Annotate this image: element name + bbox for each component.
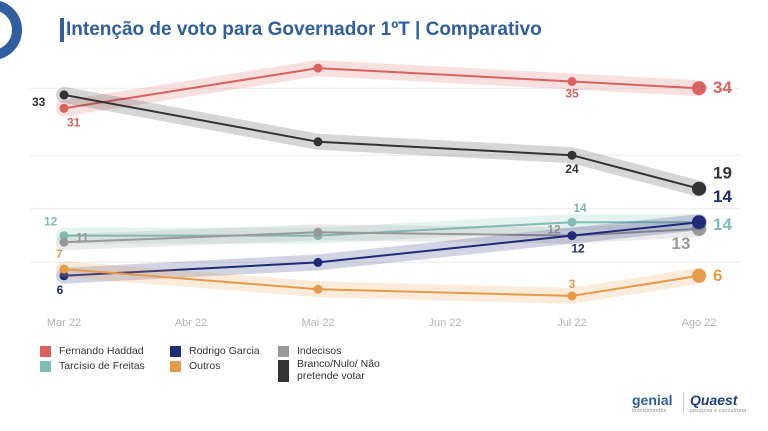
data-point: [313, 137, 323, 147]
series-line: [63, 227, 700, 244]
data-label: 35: [565, 87, 579, 101]
legend-item-indecisos: Indecisos: [278, 345, 341, 357]
legend-item-outros: Outros: [170, 360, 221, 372]
series-line: [64, 221, 699, 237]
genial-logo-subtext: investimentos: [632, 408, 667, 414]
data-label: 13: [672, 234, 691, 253]
data-point: [59, 231, 69, 241]
genial-logo-text: genial: [632, 392, 673, 408]
legend-label: Fernando Haddad: [59, 345, 144, 357]
data-label: 11: [76, 230, 89, 244]
legend-label: Rodrigo Garcia: [189, 345, 260, 357]
data-label: 24: [565, 162, 579, 176]
data-label: 6: [57, 283, 64, 297]
legend-swatch: [170, 361, 181, 372]
legend-label: Tarcísio de Freitas: [59, 360, 145, 372]
legend-label: Branco/Nulo/ Não pretende votar: [297, 358, 380, 382]
x-tick-label: Ago 22: [682, 317, 717, 329]
data-label: 3: [569, 277, 576, 291]
legend-swatch: [170, 346, 181, 357]
data-point: [567, 291, 577, 301]
legend-swatch: [278, 360, 289, 382]
data-label: 31: [67, 115, 81, 129]
data-label: 14: [573, 201, 587, 215]
legend-label: Indecisos: [297, 345, 342, 357]
data-label: 7: [56, 247, 63, 261]
data-label: 19: [713, 164, 732, 183]
x-tick-label: Abr 22: [175, 317, 207, 329]
data-point: [567, 217, 577, 227]
data-point: [59, 264, 69, 274]
legend-label: Outros: [189, 360, 221, 372]
data-point: [313, 227, 323, 237]
data-point: [567, 231, 577, 241]
data-label: 12: [571, 242, 585, 256]
data-label: 14: [713, 187, 732, 206]
line-chart: Mar 22 Abr 22 Mai 22 Jun 22 Jul 22 Ago 22 31 35…: [30, 60, 740, 329]
quaest-logo-text: Quaest: [690, 392, 738, 408]
series-line: [63, 268, 700, 297]
data-point: [59, 271, 69, 281]
series-band: [56, 86, 707, 197]
legend-item-branco: Branco/Nulo/ Não pretende votar: [278, 358, 398, 382]
data-point: [313, 63, 323, 73]
legend-item-haddad: Fernando Haddad: [40, 345, 144, 357]
legend-item-rodrigo: Rodrigo Garcia: [170, 345, 260, 357]
legend-item-tarcisio: Tarcísio de Freitas: [40, 360, 145, 372]
legend-swatch: [40, 361, 51, 372]
data-point: [692, 268, 706, 283]
data-point: [59, 90, 69, 100]
data-label: 34: [713, 78, 732, 97]
x-tick-label: Mar 22: [47, 317, 81, 329]
data-point: [313, 284, 323, 294]
data-label: 6: [713, 266, 722, 285]
data-label: 33: [32, 95, 46, 109]
data-point: [59, 237, 69, 247]
data-point: [567, 150, 577, 160]
data-point: [692, 215, 706, 230]
x-tick-label: Jun 22: [428, 317, 461, 329]
quaest-logo: Quaest pesquisa e consultoria: [690, 392, 746, 414]
legend-swatch: [40, 346, 51, 357]
genial-logo: genial investimentos: [632, 392, 672, 414]
series-line: [63, 221, 700, 277]
title-accent-bar: [60, 18, 64, 42]
quaest-logo-subtext: pesquisa e consultoria: [690, 408, 747, 414]
data-point: [567, 77, 577, 86]
brand-separator: [683, 392, 684, 414]
chart-title: Intenção de voto para Governador 1ºT | C…: [66, 19, 542, 40]
data-label: 12: [547, 223, 561, 237]
data-label: 14: [713, 215, 732, 234]
x-tick-label: Mai 22: [301, 317, 334, 329]
data-point: [313, 257, 323, 267]
data-point: [692, 81, 706, 96]
series-line: [63, 67, 700, 110]
legend-swatch: [278, 346, 289, 357]
data-point: [692, 181, 706, 196]
x-tick-label: Jul 22: [557, 317, 586, 329]
series-line: [63, 93, 700, 190]
data-label: 12: [44, 215, 58, 229]
data-point: [59, 103, 69, 113]
